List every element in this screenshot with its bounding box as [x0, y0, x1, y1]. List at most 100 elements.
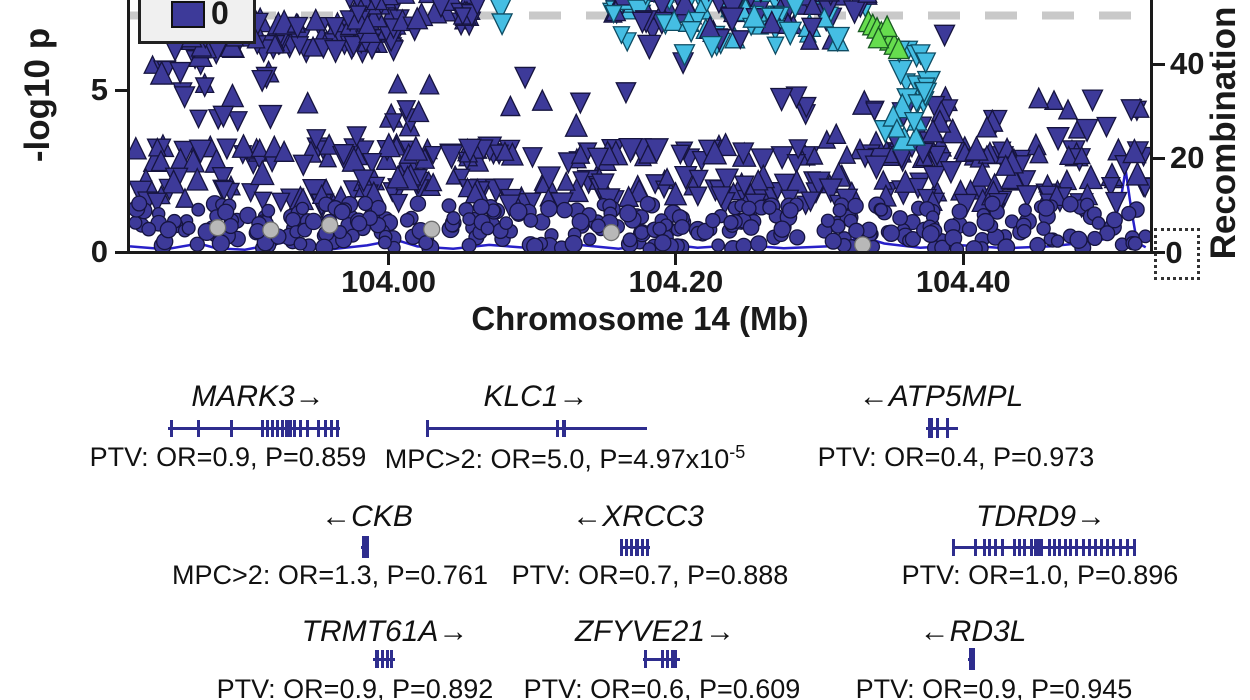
variant-point	[799, 29, 820, 50]
gene-exon-MARK3	[293, 419, 296, 437]
gene-exon-XRCC3	[646, 538, 649, 556]
variant-point	[1058, 144, 1079, 166]
variant-point	[354, 140, 375, 162]
variant-point	[1016, 185, 1039, 209]
variant-point	[1029, 236, 1046, 252]
variant-point	[789, 229, 806, 246]
variant-point	[837, 144, 857, 164]
variant-point	[795, 96, 817, 119]
gene-exon-TDRD9	[1069, 538, 1072, 556]
gene-exon-MARK3	[281, 419, 284, 437]
variant-point	[273, 139, 295, 162]
gene-exon-MARK3	[317, 419, 320, 437]
variant-point	[405, 6, 429, 30]
variant-point	[876, 14, 899, 38]
variant-point	[634, 225, 650, 240]
variant-point	[304, 7, 327, 31]
y-right-tick-label: 40	[1170, 46, 1205, 81]
variant-point	[786, 0, 805, 19]
gene-label-TRMT61A: TRMT61A→	[301, 615, 469, 648]
variant-point	[961, 221, 978, 237]
gene-label-KLC1: KLC1→	[483, 380, 589, 413]
variant-point	[461, 237, 477, 252]
variant-point	[253, 191, 273, 212]
variant-point	[523, 212, 539, 228]
gene-stats-TDRD9: PTV: OR=1.0, P=0.896	[901, 560, 1179, 590]
variant-point	[540, 200, 558, 218]
variant-point	[622, 232, 638, 248]
gene-stats-ATP5MPL: PTV: OR=0.4, P=0.973	[817, 442, 1095, 472]
gene-exon-TDRD9	[1094, 538, 1097, 556]
variant-point	[893, 169, 917, 193]
variant-point	[1078, 164, 1104, 190]
gene-exon-TRMT61A	[386, 650, 389, 668]
variant-point	[1121, 205, 1137, 222]
gene-exon-TDRD9	[1058, 538, 1061, 556]
gene-exon-TRMT61A	[375, 650, 379, 668]
variant-point	[1100, 176, 1121, 198]
variant-point	[1050, 234, 1065, 248]
variant-point	[453, 7, 472, 26]
variant-point	[349, 5, 368, 25]
x-tick-label: 104.00	[341, 264, 436, 299]
y-left-tick-label: 5	[90, 72, 108, 107]
variant-point	[570, 143, 591, 164]
variant-point	[141, 221, 157, 237]
variant-point	[439, 144, 464, 170]
ld-legend-label: 0	[211, 0, 229, 31]
gene-exon-MARK3	[306, 419, 309, 437]
gene-exon-TDRD9	[1126, 538, 1129, 556]
x-axis-title: Chromosome 14 (Mb)	[471, 300, 809, 337]
variant-point	[583, 232, 597, 246]
variant-point	[185, 167, 209, 191]
variant-point	[903, 111, 925, 134]
variant-point	[403, 135, 429, 161]
variant-point	[631, 11, 654, 35]
gene-exon-ZFYVE21	[666, 650, 669, 668]
variant-point	[353, 0, 362, 9]
variant-point	[913, 81, 935, 104]
variant-point	[680, 21, 702, 44]
variant-point	[499, 216, 514, 230]
variant-point	[499, 94, 521, 117]
variant-point	[723, 214, 739, 231]
variant-point	[644, 138, 669, 164]
variant-point	[292, 154, 315, 177]
variant-point	[874, 203, 889, 217]
ld-legend-box: 0	[138, 0, 256, 44]
variant-point	[386, 165, 410, 189]
variant-point	[750, 148, 775, 174]
y-axis-right-title: Recombination	[1204, 6, 1243, 260]
variant-point	[262, 221, 280, 239]
variant-point	[361, 153, 383, 175]
gene-label-RD3L: ←RD3L	[919, 615, 1027, 648]
variant-point	[904, 231, 921, 248]
gene-exon-MARK3	[330, 419, 333, 437]
variant-point	[922, 165, 947, 190]
variant-point	[653, 0, 671, 18]
variant-point	[864, 155, 889, 181]
variant-point	[926, 145, 948, 167]
variant-point	[231, 133, 256, 158]
variant-point	[984, 195, 1001, 212]
variant-point	[1091, 216, 1106, 230]
variant-point	[249, 159, 275, 186]
variant-point	[687, 186, 708, 207]
variant-point	[713, 132, 738, 157]
gene-exon-TDRD9	[1112, 538, 1115, 556]
variant-point	[711, 238, 725, 252]
variant-point	[389, 193, 409, 214]
gene-exon-XRCC3	[635, 538, 639, 556]
variant-point	[146, 192, 168, 215]
variant-point	[458, 138, 482, 164]
variant-point	[169, 61, 192, 85]
variant-point	[251, 70, 274, 93]
variant-point	[824, 232, 842, 250]
gene-exon-TRMT61A	[381, 650, 384, 668]
variant-point	[933, 24, 956, 48]
variant-point	[1106, 211, 1123, 229]
variant-point	[654, 234, 672, 252]
variant-point	[446, 211, 461, 226]
variant-point	[493, 178, 514, 200]
variant-point	[847, 197, 864, 215]
